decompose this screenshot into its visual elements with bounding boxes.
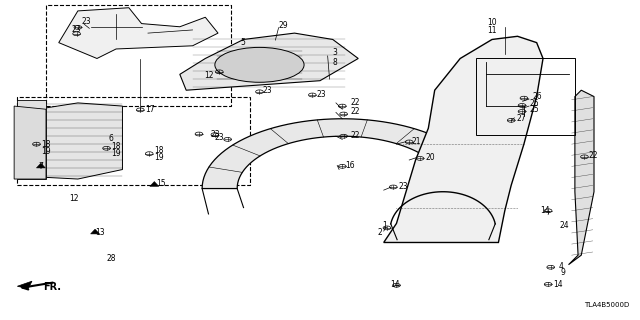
Polygon shape	[36, 163, 45, 168]
Text: 23: 23	[215, 133, 225, 142]
Text: 18: 18	[111, 142, 120, 151]
Text: 2: 2	[378, 228, 383, 237]
Text: 6: 6	[108, 134, 113, 143]
Text: 12: 12	[70, 194, 79, 203]
Text: 25: 25	[529, 105, 539, 114]
Text: 3: 3	[333, 48, 338, 57]
Polygon shape	[180, 33, 358, 90]
Text: 23: 23	[317, 91, 326, 100]
Text: 14: 14	[390, 280, 400, 289]
Text: 9: 9	[561, 268, 566, 277]
Text: 23: 23	[211, 130, 220, 139]
Polygon shape	[17, 100, 46, 179]
Polygon shape	[17, 103, 122, 179]
Polygon shape	[202, 119, 483, 188]
Polygon shape	[150, 181, 159, 186]
Text: 22: 22	[351, 131, 360, 140]
Text: 23: 23	[72, 25, 81, 34]
Text: 22: 22	[351, 107, 360, 116]
Text: FR.: FR.	[43, 282, 61, 292]
Text: 15: 15	[156, 179, 166, 188]
Text: 27: 27	[516, 114, 526, 123]
Text: 22: 22	[589, 151, 598, 160]
Text: 14: 14	[540, 206, 550, 215]
Text: 29: 29	[278, 21, 288, 30]
Text: 24: 24	[559, 221, 569, 230]
Text: 1: 1	[383, 220, 387, 229]
Text: 23: 23	[398, 181, 408, 190]
Text: 13: 13	[96, 228, 106, 237]
Polygon shape	[14, 106, 46, 179]
Text: 4: 4	[559, 262, 564, 271]
Text: 21: 21	[411, 137, 420, 146]
Text: 22: 22	[351, 99, 360, 108]
Text: 5: 5	[241, 38, 245, 47]
Text: 25: 25	[529, 99, 539, 108]
Text: 10: 10	[488, 19, 497, 28]
Text: 14: 14	[553, 280, 563, 289]
Text: 19: 19	[111, 149, 120, 158]
Text: 12: 12	[204, 71, 214, 80]
Text: 18: 18	[154, 146, 164, 155]
Text: 28: 28	[106, 254, 116, 263]
Text: 23: 23	[262, 86, 272, 95]
Text: 7: 7	[38, 163, 44, 172]
Text: TLA4B5000D: TLA4B5000D	[584, 301, 629, 308]
Text: 8: 8	[333, 58, 337, 67]
Text: 23: 23	[81, 17, 91, 26]
Polygon shape	[384, 36, 543, 243]
Text: 19: 19	[41, 147, 51, 156]
Text: 19: 19	[154, 153, 164, 162]
Text: 26: 26	[532, 92, 542, 101]
Polygon shape	[568, 90, 594, 265]
Polygon shape	[91, 229, 100, 234]
Ellipse shape	[215, 47, 304, 82]
Text: 18: 18	[41, 140, 51, 148]
Text: 16: 16	[346, 161, 355, 170]
Polygon shape	[59, 8, 218, 59]
Polygon shape	[17, 281, 32, 289]
Text: 11: 11	[488, 26, 497, 35]
Text: 17: 17	[145, 105, 154, 114]
Text: 20: 20	[425, 153, 435, 162]
